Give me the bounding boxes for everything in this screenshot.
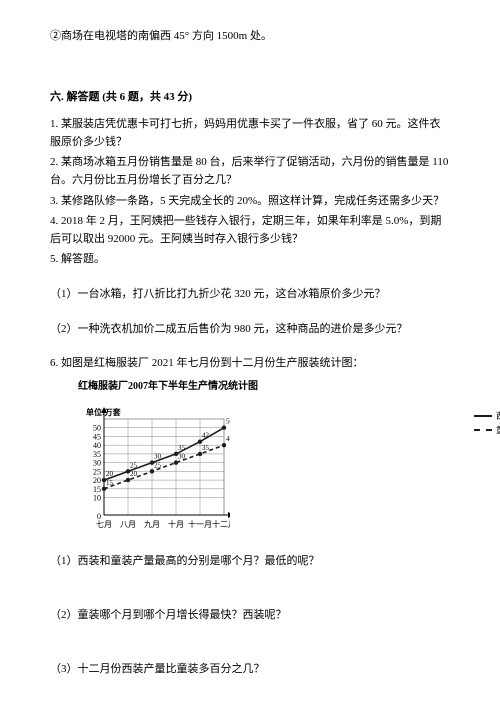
spacer <box>50 571 450 593</box>
chart-svg: 101520253035404550单位:万套七月八月九月十月十一月十二月020… <box>80 401 230 533</box>
svg-text:十二月: 十二月 <box>212 519 230 529</box>
svg-text:35: 35 <box>93 450 101 459</box>
svg-text:30: 30 <box>178 452 186 460</box>
svg-text:50: 50 <box>226 417 230 425</box>
svg-text:42: 42 <box>202 431 210 439</box>
legend-line-dashed-icon <box>474 429 492 431</box>
svg-text:40: 40 <box>93 441 101 450</box>
legend-label-west: 西装 <box>496 409 500 423</box>
svg-text:45: 45 <box>93 432 101 441</box>
svg-text:20: 20 <box>130 470 138 478</box>
q6-3: 3. 某修路队修一条路，5 天完成全长的 20%。照这样计算，完成任务还需多少天… <box>50 193 450 211</box>
q6-6-1: （1）西装和童装产量最高的分别是哪个月？最低的呢？ <box>50 553 450 571</box>
legend-item-child: 童装 <box>474 423 500 437</box>
q6-1: 1. 某服装店凭优惠卡可打七折，妈妈用优惠卡买了一件衣服，省了 60 元。这件衣… <box>50 116 450 151</box>
svg-text:25: 25 <box>154 461 162 469</box>
svg-text:35: 35 <box>178 444 186 452</box>
legend-line-solid-icon <box>474 415 492 417</box>
spacer <box>50 625 450 647</box>
svg-text:15: 15 <box>93 485 101 494</box>
svg-text:九月: 九月 <box>144 520 160 529</box>
svg-text:八月: 八月 <box>120 520 136 529</box>
q6-5: 5. 解答题。 <box>50 251 450 269</box>
q6-4: 4. 2018 年 2 月，王阿姨把一些钱存入银行，定期三年，如果年利率是 5.… <box>50 213 450 248</box>
svg-text:20: 20 <box>93 476 101 485</box>
svg-text:30: 30 <box>154 452 162 460</box>
spacer <box>50 307 450 321</box>
svg-text:10: 10 <box>93 493 101 502</box>
section-6-title: 六. 解答题 (共 6 题，共 43 分) <box>50 89 450 107</box>
legend-item-west: 西装 <box>474 409 500 423</box>
svg-text:20: 20 <box>106 470 114 478</box>
q6-6-3: （3）十二月份西装产量比童装多百分之几？ <box>50 661 450 679</box>
svg-text:0: 0 <box>97 512 101 521</box>
svg-text:15: 15 <box>106 479 114 487</box>
svg-text:30: 30 <box>93 458 101 467</box>
intro-line-2: ②商场在电视塔的南偏西 45° 方向 1500m 处。 <box>50 28 450 46</box>
svg-text:35: 35 <box>202 444 210 452</box>
svg-text:50: 50 <box>93 423 101 432</box>
svg-text:七月: 七月 <box>96 520 112 529</box>
svg-text:十月: 十月 <box>168 519 184 529</box>
svg-text:十一月: 十一月 <box>188 519 212 529</box>
chart-legend: 西装 童装 <box>474 409 500 437</box>
line-chart: 西装 童装 101520253035404550单位:万套七月八月九月十月十一月… <box>80 401 450 540</box>
svg-text:40: 40 <box>226 435 230 443</box>
q6-2: 2. 某商场冰箱五月份销售量是 80 台，后来举行了促销活动，六月份的销售量是 … <box>50 154 450 189</box>
svg-text:25: 25 <box>130 461 138 469</box>
q6-6: 6. 如图是红梅服装厂 2021 年七月份到十二月份生产服装统计图： <box>50 355 450 373</box>
q6-5-1: （1）一台冰箱，打八折比打九折少花 320 元，这台冰箱原价多少元？ <box>50 286 450 304</box>
spacer <box>50 49 450 71</box>
spacer <box>50 341 450 355</box>
q6-5-2: （2）一种洗衣机加价二成五后售价为 980 元，这种商品的进价是多少元？ <box>50 321 450 339</box>
spacer <box>50 272 450 286</box>
chart-title: 红梅服装厂2007年下半年生产情况统计图 <box>78 379 450 395</box>
q6-6-2: （2）童装哪个月到哪个月增长得最快？西装呢？ <box>50 607 450 625</box>
legend-label-child: 童装 <box>496 423 500 437</box>
svg-text:25: 25 <box>93 467 101 476</box>
